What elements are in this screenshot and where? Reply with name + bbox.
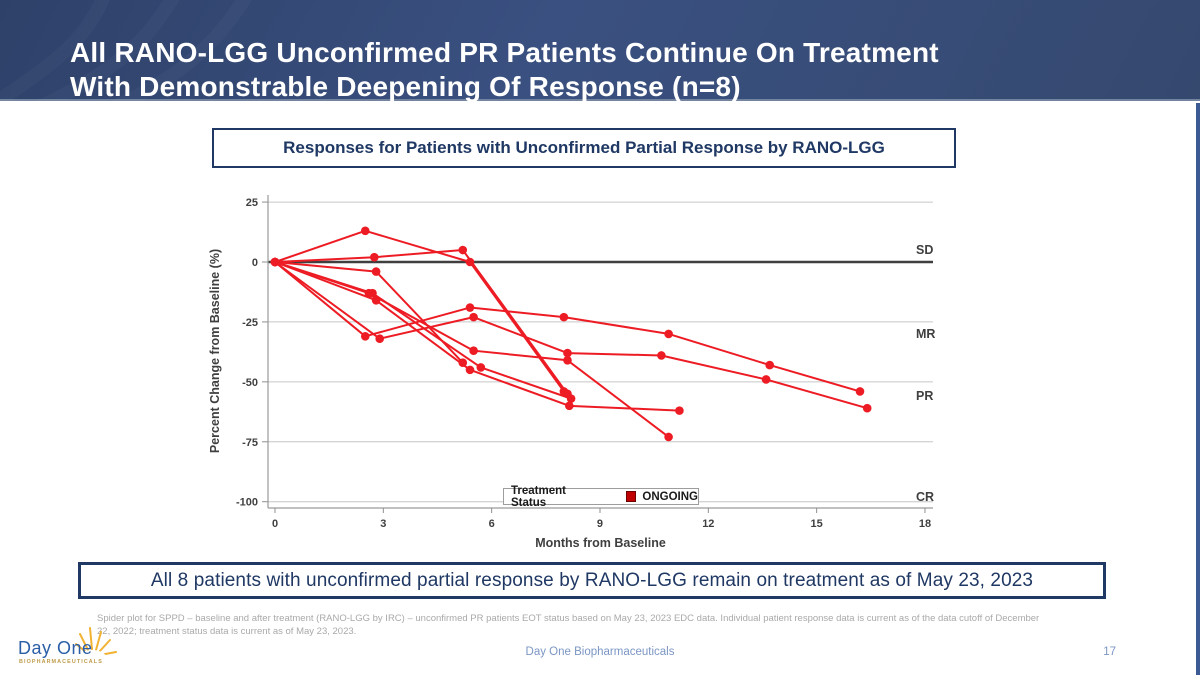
data-point-patient-6	[566, 394, 576, 403]
legend-entry-ongoing: ONGOING	[642, 490, 698, 503]
data-point-patient-4	[469, 312, 478, 322]
y-tick-label: -75	[242, 437, 258, 449]
y-tick-label: 25	[246, 197, 258, 209]
data-point-patient-3	[765, 360, 775, 370]
data-point-patient-4	[563, 348, 572, 358]
legend-title: Treatment Status	[511, 484, 566, 509]
y-tick-label: -25	[242, 317, 258, 329]
ongoing-swatch-icon	[625, 491, 637, 502]
data-point-patient-6	[368, 288, 377, 298]
chart-title: Responses for Patients with Unconfirmed …	[283, 138, 885, 157]
x-axis-title: Months from Baseline	[535, 536, 666, 550]
x-tick-label: 12	[702, 518, 714, 530]
y-tick-label: 0	[252, 257, 258, 269]
page-number: 17	[1103, 646, 1116, 658]
response-label-cr: CR	[916, 490, 934, 504]
data-point-patient-3	[855, 387, 865, 396]
x-tick-label: 18	[919, 518, 931, 530]
legend-box: Treatment Status ONGOING	[503, 485, 699, 509]
data-point-patient-7	[564, 401, 574, 411]
page-title: All RANO-LGG Unconfirmed PR Patients Con…	[70, 36, 1140, 104]
patient-line-2	[274, 249, 569, 395]
data-point-patient-8	[270, 257, 280, 267]
response-label-pr: PR	[916, 389, 933, 403]
data-point-patient-7	[371, 296, 381, 305]
response-label-sd: SD	[916, 243, 933, 257]
sunburst-icon	[75, 627, 117, 656]
data-point-patient-5	[664, 432, 673, 442]
patient-line-1	[274, 229, 565, 393]
data-point-patient-3	[360, 332, 370, 341]
data-point-patient-5	[563, 355, 572, 365]
x-tick-label: 3	[380, 518, 386, 530]
page-title-line2: With Demonstrable Deepening Of Response …	[70, 71, 741, 103]
company-logo: Day One BIOPHARMACEUTICALS	[18, 622, 128, 668]
data-point-patient-1	[360, 226, 370, 236]
data-point-patient-3	[664, 329, 673, 339]
y-tick-label: -100	[236, 497, 258, 509]
header-banner: All RANO-LGG Unconfirmed PR Patients Con…	[0, 0, 1200, 104]
data-point-patient-7	[675, 406, 684, 415]
data-point-patient-4	[761, 375, 771, 384]
x-tick-label: 15	[811, 518, 823, 530]
y-axis-title: Percent Change from Baseline (%)	[208, 249, 222, 453]
y-tick-label: -50	[242, 377, 258, 389]
x-tick-label: 0	[272, 518, 278, 530]
x-tick-label: 6	[489, 518, 495, 530]
logo-wordmark: Day One	[18, 638, 93, 658]
response-label-mr: MR	[916, 327, 935, 341]
data-point-patient-4	[657, 351, 666, 360]
patient-line-6	[274, 261, 572, 400]
patient-line-8	[274, 261, 464, 364]
data-point-patient-6	[476, 363, 486, 372]
data-point-patient-3	[465, 303, 475, 312]
data-point-patient-2	[458, 245, 468, 255]
data-point-patient-2	[370, 252, 379, 262]
footer-company-name: Day One Biopharmaceuticals	[525, 646, 675, 658]
x-tick-label: 9	[597, 518, 603, 530]
data-point-patient-5	[469, 346, 478, 355]
right-edge-accent-bar	[1196, 103, 1200, 675]
callout-box: All 8 patients with unconfirmed partial …	[78, 562, 1106, 599]
footnote: Spider plot for SPPD – baseline and afte…	[97, 613, 1040, 638]
data-point-patient-7	[465, 365, 475, 375]
data-point-patient-4	[375, 334, 385, 344]
page-title-line1: All RANO-LGG Unconfirmed PR Patients Con…	[70, 37, 939, 68]
data-point-patient-3	[559, 312, 569, 322]
data-point-patient-8	[458, 358, 468, 367]
logo-subtext: BIOPHARMACEUTICALS	[19, 659, 103, 665]
data-point-patient-4	[862, 403, 872, 413]
patient-line-7	[274, 261, 680, 412]
callout-text: All 8 patients with unconfirmed partial …	[150, 569, 1034, 591]
data-point-patient-8	[371, 267, 381, 276]
chart-title-box: Responses for Patients with Unconfirmed …	[212, 128, 956, 168]
